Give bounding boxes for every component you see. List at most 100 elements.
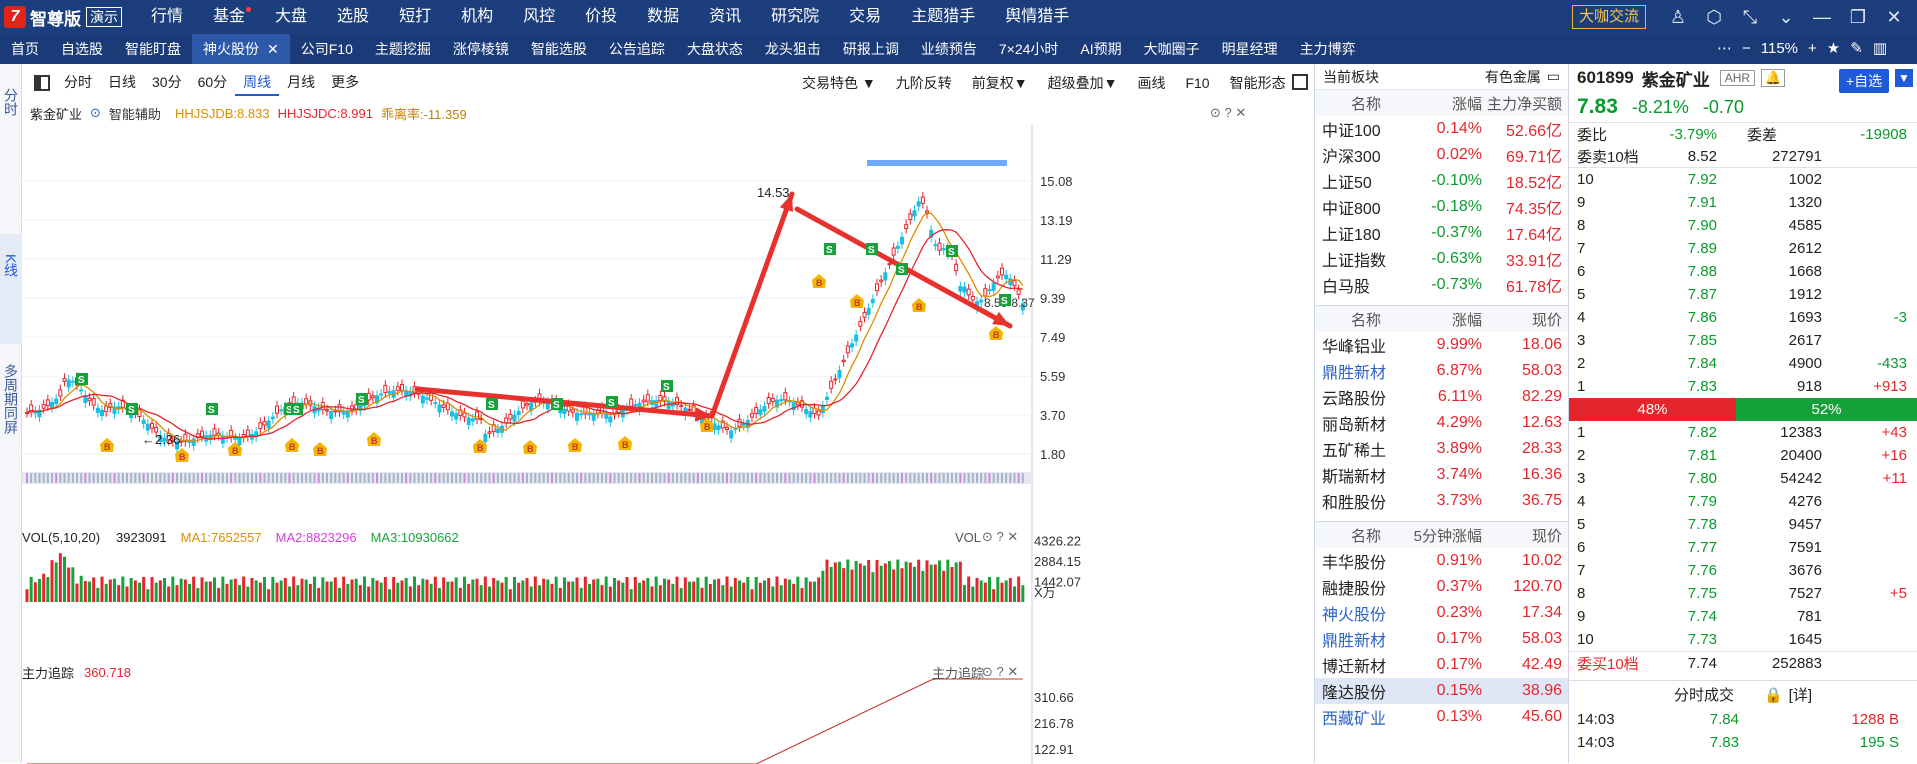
table-row[interactable]: 鼎胜新材 0.17% 58.03 xyxy=(1315,626,1568,652)
sidebar-toggle-icon[interactable]: ▥ xyxy=(1872,40,1888,57)
detail-link[interactable]: [详] xyxy=(1788,687,1813,704)
tab-item[interactable]: 自选股 xyxy=(50,34,114,64)
tab-item[interactable]: 研报上调 xyxy=(832,34,910,64)
chart-tool[interactable]: 超级叠加▼ xyxy=(1047,75,1118,91)
order-book-row[interactable]: 5 7.78 9457 xyxy=(1569,513,1917,536)
col-name[interactable]: 名称 xyxy=(1350,95,1381,113)
top-menu-item[interactable]: 行情 xyxy=(151,8,184,25)
info-panel-icons[interactable]: ⊙ ? ✕ xyxy=(1210,105,1247,120)
table-row[interactable]: 五矿稀土 3.89% 28.33 xyxy=(1315,436,1568,462)
order-book-row[interactable]: 4 7.86 1693 -3 xyxy=(1569,306,1917,329)
chart-tool[interactable]: 交易特色 ▼ xyxy=(802,75,876,91)
chart-tool[interactable]: 智能形态 xyxy=(1229,75,1286,91)
table-row[interactable]: 白马股 -0.73% 61.78亿 xyxy=(1315,272,1568,298)
chart-tool[interactable]: 画线 xyxy=(1137,75,1166,91)
tab-item[interactable]: 智能选股 xyxy=(520,34,598,64)
table-row[interactable]: 上证50 -0.10% 18.52亿 xyxy=(1315,168,1568,194)
table-row[interactable]: 神火股份 0.23% 17.34 xyxy=(1315,600,1568,626)
minimize-icon[interactable]: — xyxy=(1813,6,1831,27)
tab-item[interactable]: 公司F10 xyxy=(290,34,364,64)
tab-item[interactable]: 大盘状态 xyxy=(676,34,754,64)
view-kline[interactable]: K线 xyxy=(0,234,22,344)
order-book-row[interactable]: 9 7.74 781 xyxy=(1569,605,1917,628)
table-row[interactable]: 鼎胜新材 6.87% 58.03 xyxy=(1315,358,1568,384)
user-icon[interactable]: ♙ xyxy=(1669,6,1687,27)
top-menu-item[interactable]: 机构 xyxy=(461,8,494,25)
top-menu-item[interactable]: 数据 xyxy=(647,8,680,25)
settings-icon[interactable]: ⬡ xyxy=(1706,6,1722,27)
demo-badge[interactable]: 演示 xyxy=(86,7,122,27)
tab-close-icon[interactable]: ✕ xyxy=(267,41,279,57)
pen-icon[interactable]: ✎ xyxy=(1850,40,1863,57)
close-icon[interactable]: ✕ xyxy=(1886,6,1902,27)
order-book-row[interactable]: 2 7.84 4900 -433 xyxy=(1569,352,1917,375)
table-row[interactable]: 丽岛新材 4.29% 12.63 xyxy=(1315,410,1568,436)
top-menu-item[interactable]: 价投 xyxy=(585,8,618,25)
table-row[interactable]: 西藏矿业 0.13% 45.60 xyxy=(1315,704,1568,730)
vol-panel-icons[interactable]: ⊙ ? ✕ xyxy=(982,529,1019,544)
col-5min[interactable]: 5分钟涨幅 xyxy=(1413,527,1482,545)
table-row[interactable]: 上证180 -0.37% 17.64亿 xyxy=(1315,220,1568,246)
tab-item[interactable]: 首页 xyxy=(0,34,50,64)
table-row[interactable]: 中证800 -0.18% 74.35亿 xyxy=(1315,194,1568,220)
shrink-icon[interactable]: ⤡ xyxy=(1742,6,1758,27)
ahr-badge[interactable]: AHR xyxy=(1719,70,1756,86)
tab-item[interactable]: 公告追踪 xyxy=(598,34,676,64)
view-multi-period[interactable]: 多周期同屏 xyxy=(3,364,19,434)
layout-icon[interactable] xyxy=(34,75,50,91)
top-menu-item[interactable]: 短打 xyxy=(399,8,432,25)
tab-item[interactable]: AI预期 xyxy=(1069,34,1132,64)
table-row[interactable]: 斯瑞新材 3.74% 16.36 xyxy=(1315,462,1568,488)
col-pct[interactable]: 涨幅 xyxy=(1451,311,1482,329)
add-watchlist-button[interactable]: +自选 xyxy=(1839,69,1890,93)
col-pct[interactable]: 涨幅 xyxy=(1451,95,1482,113)
view-fenshi[interactable]: 分时 xyxy=(3,88,19,116)
more-icon[interactable]: ⋯ xyxy=(1717,40,1732,57)
top-menu-item[interactable]: 舆情猎手 xyxy=(1005,8,1070,25)
order-book-row[interactable]: 9 7.91 1320 xyxy=(1569,191,1917,214)
order-book-row[interactable]: 3 7.85 2617 xyxy=(1569,329,1917,352)
sector-tag[interactable]: 有色金属 xyxy=(1484,68,1541,85)
lock-icon[interactable]: 🔒 xyxy=(1763,686,1783,704)
order-book-row[interactable]: 8 7.90 4585 xyxy=(1569,214,1917,237)
top-menu-item[interactable]: 交易 xyxy=(849,8,882,25)
tab-item[interactable]: 龙头狙击 xyxy=(754,34,832,64)
top-menu-item[interactable]: 主题猎手 xyxy=(911,8,976,25)
tab-item[interactable]: 神火股份 ✕ xyxy=(192,34,290,64)
restore-icon[interactable]: ❐ xyxy=(1849,6,1867,27)
order-book-row[interactable]: 6 7.88 1668 xyxy=(1569,260,1917,283)
col-price[interactable]: 现价 xyxy=(1531,311,1562,329)
order-book-row[interactable]: 1 7.82 12383 +43 xyxy=(1569,421,1917,444)
top-menu-item[interactable]: 风控 xyxy=(523,8,556,25)
tab-item[interactable]: 涨停棱镜 xyxy=(442,34,520,64)
chevron-down-icon[interactable]: ⌄ xyxy=(1778,6,1794,27)
tab-item[interactable]: 智能盯盘 xyxy=(114,34,192,64)
chart-tool[interactable]: 九阶反转 xyxy=(895,75,952,91)
sector-menu-icon[interactable]: ▭ xyxy=(1546,68,1560,84)
table-row[interactable]: 上证指数 -0.63% 33.91亿 xyxy=(1315,246,1568,272)
period-tab[interactable]: 日线 xyxy=(108,74,136,90)
app-logo[interactable]: 7 智尊版 演示 xyxy=(0,0,136,34)
order-book-row[interactable]: 6 7.77 7591 xyxy=(1569,536,1917,559)
kline-chart[interactable]: 15.08 13.19 11.29 9.39 7.49 5.59 3.70 1.80 14.53… xyxy=(22,124,1082,764)
order-book-row[interactable]: 7 7.89 2612 xyxy=(1569,237,1917,260)
bell-icon[interactable]: 🔔 xyxy=(1761,69,1786,87)
col-name[interactable]: 名称 xyxy=(1350,527,1381,545)
star-icon[interactable]: ★ xyxy=(1826,40,1841,57)
tab-item[interactable]: 业绩预告 xyxy=(910,34,988,64)
order-book-row[interactable]: 5 7.87 1912 xyxy=(1569,283,1917,306)
col-name[interactable]: 名称 xyxy=(1350,311,1381,329)
dakai-button[interactable]: 大咖交流 xyxy=(1572,5,1647,29)
period-tab[interactable]: 月线 xyxy=(287,74,316,90)
period-tab[interactable]: 分时 xyxy=(64,74,92,90)
order-book-row[interactable]: 2 7.81 20400 +16 xyxy=(1569,444,1917,467)
table-row[interactable]: 中证100 0.14% 52.66亿 xyxy=(1315,116,1568,142)
order-book-row[interactable]: 3 7.80 54242 +11 xyxy=(1569,467,1917,490)
order-book-row[interactable]: 4 7.79 4276 xyxy=(1569,490,1917,513)
zhuli-panel-icons[interactable]: ⊙ ? ✕ xyxy=(982,664,1019,679)
period-tab[interactable]: 周线 xyxy=(235,70,280,96)
col-price[interactable]: 现价 xyxy=(1531,527,1562,545)
tab-item[interactable]: 主题挖掘 xyxy=(364,34,442,64)
top-menu-item[interactable]: 研究院 xyxy=(771,8,820,25)
table-row[interactable]: 和胜股份 3.73% 36.75 xyxy=(1315,488,1568,514)
